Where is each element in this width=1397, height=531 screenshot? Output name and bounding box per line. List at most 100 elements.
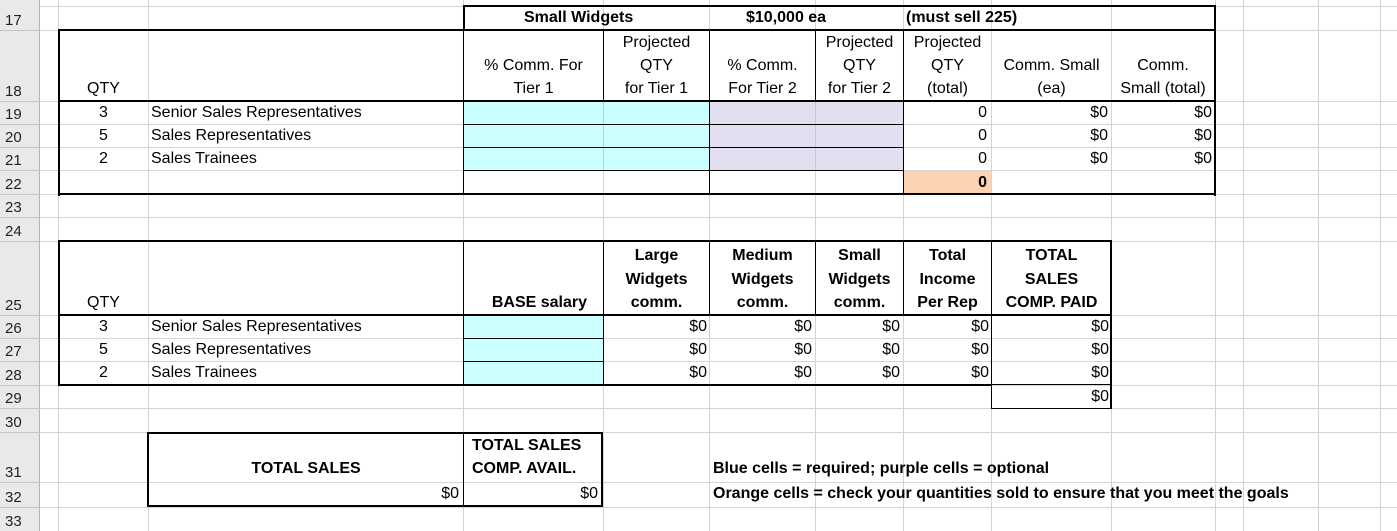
table-row-large[interactable]: $0 xyxy=(689,341,707,358)
table-row-medium[interactable]: $0 xyxy=(794,341,812,358)
comm-tier1-header[interactable]: Tier 1 xyxy=(513,80,554,97)
base-salary-header[interactable]: BASE salary xyxy=(491,294,587,311)
proj-tier1-header[interactable]: for Tier 1 xyxy=(624,80,689,97)
table-row-qty[interactable]: 2 xyxy=(99,150,108,167)
row-number[interactable]: 19 xyxy=(5,106,22,123)
total-paid-header[interactable]: SALES xyxy=(1024,271,1079,288)
table-row-role[interactable]: Sales Representatives xyxy=(151,341,312,358)
proj-tier2-header[interactable]: QTY xyxy=(843,57,876,74)
proj-total-header[interactable]: QTY xyxy=(931,57,964,74)
table-row-qty[interactable]: 2 xyxy=(99,364,108,381)
small-widgets-header[interactable]: comm. xyxy=(833,294,886,311)
medium-widgets-header[interactable]: comm. xyxy=(736,294,789,311)
row-header-column[interactable] xyxy=(0,0,40,531)
table-row-income[interactable]: $0 xyxy=(971,364,989,381)
table-row-large[interactable]: $0 xyxy=(689,318,707,335)
row-number[interactable]: 17 xyxy=(5,12,22,29)
row-number[interactable]: 21 xyxy=(5,152,22,169)
row-number[interactable]: 27 xyxy=(5,343,22,360)
medium-widgets-header[interactable]: Medium xyxy=(732,247,793,264)
table-row-role[interactable]: Sales Trainees xyxy=(151,150,257,167)
table-row-large[interactable]: $0 xyxy=(689,364,707,381)
row-number[interactable]: 20 xyxy=(5,129,22,146)
comp-avail-value[interactable]: $0 xyxy=(580,485,598,502)
required-input-cells-tier1[interactable] xyxy=(464,102,709,170)
small-widgets-header[interactable]: Widgets xyxy=(828,271,891,288)
table-row-medium[interactable]: $0 xyxy=(794,364,812,381)
row-number[interactable]: 32 xyxy=(5,489,22,506)
table-row-qty[interactable]: 5 xyxy=(99,127,108,144)
banner-title[interactable]: Small Widgets xyxy=(524,9,634,26)
large-widgets-header[interactable]: Large xyxy=(634,247,679,264)
table-row-income[interactable]: $0 xyxy=(971,318,989,335)
table-row-qty[interactable]: 3 xyxy=(99,318,108,335)
qty-header[interactable]: QTY xyxy=(87,80,120,97)
table-row-comm-ea[interactable]: $0 xyxy=(1090,150,1108,167)
proj-tier1-header[interactable]: Projected xyxy=(622,34,691,51)
row-number[interactable]: 31 xyxy=(5,464,22,481)
total-income-header[interactable]: Per Rep xyxy=(917,294,978,311)
row-number[interactable]: 23 xyxy=(5,199,22,216)
row-number[interactable]: 30 xyxy=(5,414,22,431)
comm-tier2-header[interactable]: For Tier 2 xyxy=(728,80,797,97)
table-row-comm-ea[interactable]: $0 xyxy=(1090,104,1108,121)
row-number[interactable]: 33 xyxy=(5,513,22,530)
comm-small-total-header[interactable]: Small (total) xyxy=(1120,80,1206,97)
total-qty-value[interactable]: 0 xyxy=(978,174,987,191)
row-number[interactable]: 18 xyxy=(5,83,22,100)
banner-goal[interactable]: (must sell 225) xyxy=(906,9,1018,26)
legend-note[interactable]: Orange cells = check your quantities sol… xyxy=(713,485,1289,502)
table-row-medium[interactable]: $0 xyxy=(794,318,812,335)
table-row-role[interactable]: Senior Sales Representatives xyxy=(151,318,362,335)
comm-small-ea-header[interactable]: (ea) xyxy=(1037,80,1066,97)
table-row-role[interactable]: Sales Trainees xyxy=(151,364,257,381)
table-row-small[interactable]: $0 xyxy=(882,318,900,335)
large-widgets-header[interactable]: comm. xyxy=(630,294,683,311)
table-row-paid[interactable]: $0 xyxy=(1091,364,1109,381)
table-row-role[interactable]: Sales Representatives xyxy=(151,127,312,144)
optional-input-cells-tier2[interactable] xyxy=(710,102,903,170)
large-widgets-header[interactable]: Widgets xyxy=(625,271,688,288)
row-number[interactable]: 28 xyxy=(5,367,22,384)
proj-tier2-header[interactable]: for Tier 2 xyxy=(827,80,892,97)
table-row-paid[interactable]: $0 xyxy=(1091,318,1109,335)
row-number[interactable]: 25 xyxy=(5,297,22,314)
proj-total-header[interactable]: Projected xyxy=(913,34,982,51)
base-salary-input-cells[interactable] xyxy=(464,316,603,385)
comp-avail-label[interactable]: TOTAL SALES xyxy=(472,437,582,454)
legend-note[interactable]: Blue cells = required; purple cells = op… xyxy=(713,460,1050,477)
proj-tier2-header[interactable]: Projected xyxy=(825,34,894,51)
proj-tier1-header[interactable]: QTY xyxy=(640,57,673,74)
total-paid-header[interactable]: COMP. PAID xyxy=(1005,294,1098,311)
table-row-paid[interactable]: $0 xyxy=(1091,341,1109,358)
comm-small-total-header[interactable]: Comm. xyxy=(1137,57,1189,74)
table-row-comm-total[interactable]: $0 xyxy=(1194,104,1212,121)
table-row-income[interactable]: $0 xyxy=(971,341,989,358)
comm-tier1-header[interactable]: % Comm. For xyxy=(484,57,583,74)
row-number[interactable]: 29 xyxy=(5,390,22,407)
row-number[interactable]: 26 xyxy=(5,320,22,337)
proj-total-header[interactable]: (total) xyxy=(927,80,968,97)
total-income-header[interactable]: Income xyxy=(919,271,976,288)
table-row-comm-total[interactable]: $0 xyxy=(1194,127,1212,144)
table-row-qty[interactable]: 3 xyxy=(99,104,108,121)
total-sales-label[interactable]: TOTAL SALES xyxy=(251,460,361,477)
qty-header[interactable]: QTY xyxy=(87,294,120,311)
table-row-proj-total[interactable]: 0 xyxy=(978,127,987,144)
small-widgets-header[interactable]: Small xyxy=(838,247,881,264)
banner-price[interactable]: $10,000 ea xyxy=(746,9,827,26)
comm-small-ea-header[interactable]: Comm. Small xyxy=(1003,57,1100,74)
table-row-role[interactable]: Senior Sales Representatives xyxy=(151,104,362,121)
total-sales-value[interactable]: $0 xyxy=(441,485,459,502)
comp-avail-label[interactable]: COMP. AVAIL. xyxy=(472,460,577,477)
row-number[interactable]: 22 xyxy=(5,176,22,193)
medium-widgets-header[interactable]: Widgets xyxy=(731,271,794,288)
comm-tier2-header[interactable]: % Comm. xyxy=(727,57,798,74)
grand-total-paid[interactable]: $0 xyxy=(1091,388,1109,405)
table-row-small[interactable]: $0 xyxy=(882,341,900,358)
total-qty-check-cell[interactable] xyxy=(904,171,991,194)
table-row-comm-total[interactable]: $0 xyxy=(1194,150,1212,167)
table-row-comm-ea[interactable]: $0 xyxy=(1090,127,1108,144)
row-number[interactable]: 24 xyxy=(5,223,22,240)
table-row-small[interactable]: $0 xyxy=(882,364,900,381)
